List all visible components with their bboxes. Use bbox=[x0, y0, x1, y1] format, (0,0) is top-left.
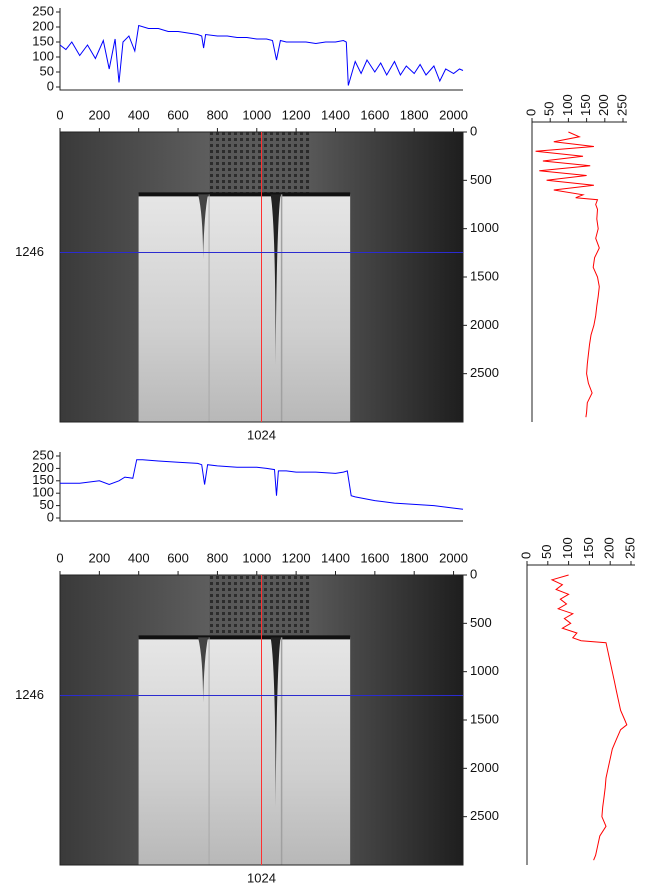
image-groove bbox=[270, 194, 281, 365]
x-tick-label: 1000 bbox=[242, 550, 271, 565]
y-tick-label: 0 bbox=[47, 509, 54, 524]
y-tick-label: 100 bbox=[32, 48, 54, 63]
x-tick-label: 1800 bbox=[400, 107, 429, 122]
x-tick-label: 1000 bbox=[242, 107, 271, 122]
profile-line bbox=[60, 459, 464, 510]
y-tick-label: 50 bbox=[40, 497, 54, 512]
x-tick-label: 2000 bbox=[439, 107, 468, 122]
y-tick-label: 50 bbox=[40, 63, 54, 78]
x-tick-label: 1800 bbox=[400, 550, 429, 565]
axis-frame bbox=[59, 452, 463, 522]
x-tick-label: 1400 bbox=[321, 550, 350, 565]
column-label: 1024 bbox=[247, 870, 276, 885]
image-sample bbox=[138, 194, 351, 422]
y-tick-label: 100 bbox=[32, 485, 54, 500]
image-texture bbox=[209, 575, 310, 638]
value-tick-label: 100 bbox=[560, 537, 575, 559]
x-tick-label: 1600 bbox=[360, 550, 389, 565]
x-tick-label: 600 bbox=[167, 550, 189, 565]
value-tick-label: 0 bbox=[523, 109, 538, 116]
x-tick-label: 800 bbox=[207, 550, 229, 565]
image-groove bbox=[198, 637, 209, 703]
image-texture bbox=[209, 132, 310, 195]
y-tick-label: 1000 bbox=[470, 220, 499, 235]
y-tick-label: 1500 bbox=[470, 711, 499, 726]
profile-line bbox=[535, 131, 600, 418]
x-tick-label: 400 bbox=[128, 550, 150, 565]
value-tick-label: 200 bbox=[602, 537, 617, 559]
y-tick-label: 500 bbox=[470, 615, 492, 630]
y-tick-label: 1500 bbox=[470, 268, 499, 283]
column-label: 1024 bbox=[247, 427, 276, 442]
x-tick-label: 2000 bbox=[439, 550, 468, 565]
y-tick-label: 2500 bbox=[470, 365, 499, 380]
x-tick-label: 400 bbox=[128, 107, 150, 122]
x-tick-label: 1200 bbox=[282, 107, 311, 122]
row-label: 1246 bbox=[15, 687, 44, 702]
value-tick-label: 150 bbox=[581, 537, 596, 559]
value-tick-label: 100 bbox=[560, 94, 575, 116]
y-tick-label: 0 bbox=[470, 566, 477, 581]
y-tick-label: 2500 bbox=[470, 808, 499, 823]
value-tick-label: 50 bbox=[542, 102, 557, 116]
x-tick-label: 600 bbox=[167, 107, 189, 122]
image-groove bbox=[198, 194, 209, 260]
image-groove bbox=[270, 637, 281, 808]
axis-frame bbox=[59, 8, 463, 91]
value-tick-label: 250 bbox=[614, 94, 629, 116]
value-tick-label: 200 bbox=[596, 94, 611, 116]
y-tick-label: 2000 bbox=[470, 317, 499, 332]
x-tick-label: 200 bbox=[89, 107, 111, 122]
y-tick-label: 500 bbox=[470, 172, 492, 187]
x-tick-label: 0 bbox=[56, 550, 63, 565]
x-tick-label: 800 bbox=[207, 107, 229, 122]
x-tick-label: 0 bbox=[56, 107, 63, 122]
y-tick-label: 250 bbox=[32, 447, 54, 462]
y-tick-label: 200 bbox=[32, 460, 54, 475]
axis-frame bbox=[526, 564, 635, 865]
profile-line bbox=[550, 574, 628, 861]
value-tick-label: 150 bbox=[578, 94, 593, 116]
profile-line bbox=[59, 24, 464, 86]
y-tick-label: 2000 bbox=[470, 760, 499, 775]
value-tick-label: 250 bbox=[622, 537, 637, 559]
y-tick-label: 0 bbox=[47, 78, 54, 93]
y-tick-label: 0 bbox=[470, 123, 477, 138]
x-tick-label: 200 bbox=[89, 550, 111, 565]
x-tick-label: 1400 bbox=[321, 107, 350, 122]
value-tick-label: 0 bbox=[518, 552, 533, 559]
y-tick-label: 250 bbox=[32, 3, 54, 18]
row-label: 1246 bbox=[15, 244, 44, 259]
x-tick-label: 1200 bbox=[282, 550, 311, 565]
image-sample bbox=[138, 637, 351, 865]
y-tick-label: 150 bbox=[32, 33, 54, 48]
y-tick-label: 1000 bbox=[470, 663, 499, 678]
y-tick-label: 200 bbox=[32, 18, 54, 33]
value-tick-label: 50 bbox=[539, 545, 554, 559]
x-tick-label: 1600 bbox=[360, 107, 389, 122]
y-tick-label: 150 bbox=[32, 472, 54, 487]
